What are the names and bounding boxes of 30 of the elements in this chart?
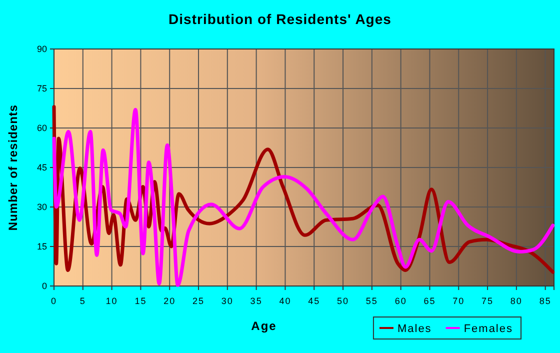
x-tick-label: 45 [308,296,320,306]
x-tick-label: 55 [366,296,378,306]
x-tick-label: 65 [424,296,436,306]
x-tick-label: 85 [539,296,552,306]
y-tick-label: 60 [36,122,47,133]
x-tick-label: 40 [279,296,292,306]
y-tick-label: 75 [36,83,47,94]
x-tick-label: 15 [134,296,147,306]
x-tick-label: 70 [452,296,465,306]
y-tick-label: 30 [36,202,47,212]
y-tick-label: 15 [36,241,47,252]
x-tick-label: 60 [394,296,407,306]
x-tick-label: 80 [510,296,522,306]
x-tick-label: 75 [482,296,494,306]
legend-label: Females [464,323,513,335]
x-tick-label: 5 [80,296,86,306]
y-tick-label: 45 [36,162,47,172]
y-tick-label: 0 [42,280,47,291]
x-tick-label: 20 [164,296,176,306]
x-tick-label: 50 [337,296,350,306]
x-tick-label: 35 [250,296,262,306]
y-tick-label: 90 [36,44,47,54]
x-tick-label: 25 [192,296,205,306]
x-tick-label: 30 [221,296,234,306]
x-tick-label: 10 [106,296,118,306]
y-axis-title: Number of residents [6,104,20,231]
x-tick-label: 0 [50,296,58,306]
legend-label: Males [397,323,432,335]
chart-title: Distribution of Residents' Ages [168,11,392,27]
x-axis-title: Age [251,319,277,333]
